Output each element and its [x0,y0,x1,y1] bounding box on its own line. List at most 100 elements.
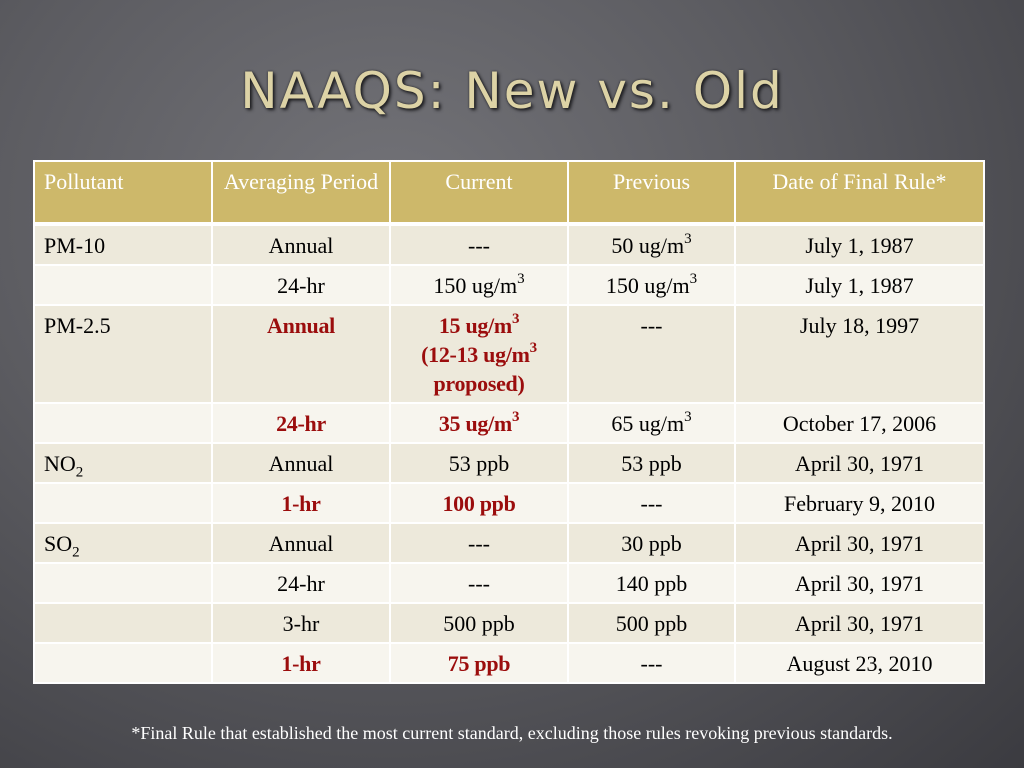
date-value: October 17, 2006 [782,411,937,436]
current-value: --- [468,233,490,258]
previous-superscript: 3 [684,230,692,247]
averaging-period-value: 1-hr [281,491,321,516]
averaging-period-value: Annual [267,313,335,338]
table-header-row: Pollutant Averaging Period Current Previ… [33,160,985,226]
slide-title: NAAQS: New vs. Old [240,62,784,120]
cell-previous: 140 ppb [567,562,736,604]
table-row: 1-hr 75 ppb --- August 23, 2010 [33,642,985,684]
cell-averaging-period: 1-hr [211,642,391,684]
current-value: 35 ug/m [438,411,512,436]
table-row: NO2 Annual 53 ppb 53 ppb April 30, 1971 [33,442,985,484]
cell-averaging-period: Annual [211,442,391,484]
header-averaging-period: Averaging Period [211,160,391,226]
cell-current: --- [389,223,569,266]
cell-previous: 30 ppb [567,522,736,564]
pollutant-name: SO [44,531,73,556]
cell-date-of-final-rule: April 30, 1971 [734,522,985,564]
cell-date-of-final-rule: July 1, 1987 [734,264,985,306]
previous-value: 30 ppb [621,531,682,556]
current-superscript: 3 [511,310,520,327]
cell-averaging-period: Annual [211,304,391,404]
current-value: --- [468,531,490,556]
footnote: *Final Rule that established the most cu… [131,723,893,743]
cell-previous: 50 ug/m3 [567,223,736,266]
previous-value: --- [640,651,663,676]
header-previous: Previous [567,160,736,226]
cell-pollutant [33,482,213,524]
cell-pollutant: NO2 [33,442,213,484]
cell-date-of-final-rule: July 18, 1997 [734,304,985,404]
naaqs-table: Pollutant Averaging Period Current Previ… [33,160,985,684]
pollutant-subscript: 2 [72,544,80,561]
cell-averaging-period: 24-hr [211,402,391,444]
previous-superscript: 3 [684,408,692,425]
cell-date-of-final-rule: April 30, 1971 [734,442,985,484]
previous-value: 140 ppb [615,571,688,596]
cell-current: 150 ug/m3 [389,264,569,306]
date-value: April 30, 1971 [795,611,924,636]
cell-pollutant [33,602,213,644]
date-value: August 23, 2010 [786,651,933,676]
date-value: July 1, 1987 [805,273,914,298]
averaging-period-value: Annual [268,233,334,258]
date-value: April 30, 1971 [795,571,924,596]
cell-previous: --- [567,642,736,684]
cell-date-of-final-rule: July 1, 1987 [734,223,985,266]
cell-previous: --- [567,482,736,524]
pollutant-subscript: 2 [75,464,84,481]
date-value: July 18, 1997 [799,313,920,338]
date-value: July 1, 1987 [805,233,914,258]
pollutant-name: PM-2.5 [44,313,111,338]
averaging-period-value: 24-hr [276,411,326,436]
table-row: SO2 Annual --- 30 ppb April 30, 1971 [33,522,985,564]
cell-current: 500 ppb [389,602,569,644]
previous-value: 500 ppb [615,611,688,636]
cell-current: 100 ppb [389,482,569,524]
cell-pollutant: PM-10 [33,223,213,266]
current-value: 500 ppb [443,611,515,636]
current-value: 15 ug/m [438,313,512,338]
current-superscript: 3 [517,270,525,287]
table-row: PM-2.5 Annual 15 ug/m3 (12-13 ug/m3 proposed… [33,304,985,404]
cell-current: 75 ppb [389,642,569,684]
current-value: 53 ppb [448,451,510,476]
date-value: April 30, 1971 [795,531,924,556]
averaging-period-value: 1-hr [281,651,321,676]
table-row: 1-hr 100 ppb --- February 9, 2010 [33,482,985,524]
cell-current: 15 ug/m3 (12-13 ug/m3 proposed) [389,304,569,404]
cell-date-of-final-rule: April 30, 1971 [734,602,985,644]
cell-pollutant: PM-2.5 [33,304,213,404]
previous-value: --- [640,491,663,516]
cell-current: 53 ppb [389,442,569,484]
cell-pollutant [33,402,213,444]
current-value-line2: (12-13 ug/m [421,342,530,367]
current-value: 75 ppb [447,651,511,676]
table-row: 3-hr 500 ppb 500 ppb April 30, 1971 [33,602,985,644]
header-pollutant: Pollutant [33,160,213,226]
averaging-period-value: 24-hr [277,273,325,298]
table-row: 24-hr --- 140 ppb April 30, 1971 [33,562,985,604]
previous-value: 50 ug/m [611,233,685,258]
cell-pollutant [33,642,213,684]
averaging-period-value: 3-hr [282,611,320,636]
current-value-line3: proposed) [433,371,525,396]
cell-averaging-period: Annual [211,522,391,564]
cell-averaging-period: Annual [211,223,391,266]
current-superscript: 3 [511,408,520,425]
cell-averaging-period: 24-hr [211,264,391,306]
cell-previous: 150 ug/m3 [567,264,736,306]
averaging-period-value: Annual [268,531,334,556]
current-value: 100 ppb [442,491,516,516]
previous-value: 65 ug/m [611,411,685,436]
cell-previous: 53 ppb [567,442,736,484]
previous-value: 150 ug/m [605,273,690,298]
previous-value: 53 ppb [621,451,682,476]
current-value: --- [468,571,490,596]
cell-averaging-period: 3-hr [211,602,391,644]
cell-previous: 65 ug/m3 [567,402,736,444]
averaging-period-value: Annual [268,451,334,476]
previous-superscript: 3 [689,270,698,287]
pollutant-name: NO [44,451,76,476]
cell-current: --- [389,522,569,564]
averaging-period-value: 24-hr [277,571,325,596]
